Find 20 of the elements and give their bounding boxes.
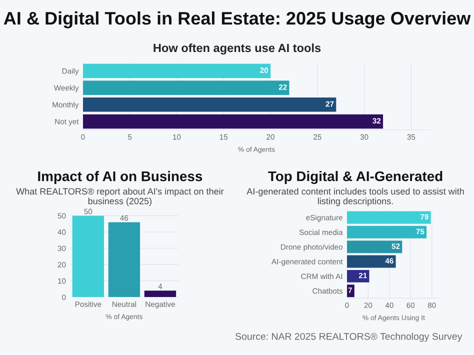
chart-title: Impact of AI on Business bbox=[38, 171, 202, 184]
bar bbox=[82, 114, 384, 129]
bar bbox=[346, 255, 396, 268]
bar bbox=[346, 270, 370, 282]
chart-subtitle: What REALTORS® report about AI's impact on their business (2025) bbox=[16, 188, 224, 206]
source-note: Source: NAR 2025 REALTORS® Technology Survey bbox=[235, 332, 462, 342]
chart-title: Top Digital & AI-Generated bbox=[268, 170, 442, 184]
bar bbox=[82, 97, 336, 112]
bar bbox=[346, 240, 402, 254]
bar bbox=[72, 216, 104, 298]
bar bbox=[82, 64, 270, 78]
chart-subtitle: How often agents use AI tools bbox=[154, 43, 321, 55]
bar bbox=[108, 222, 140, 298]
chart-title: AI & Digital Tools in Real Estate: 2025 Usage Overview bbox=[4, 11, 471, 28]
bar bbox=[82, 80, 290, 95]
bar bbox=[346, 226, 427, 238]
bar bbox=[346, 284, 354, 298]
chart-subtitle: AI-generated content includes tools used to assist with listing descriptions. bbox=[246, 188, 464, 206]
bar bbox=[346, 211, 431, 224]
bar bbox=[144, 290, 176, 298]
